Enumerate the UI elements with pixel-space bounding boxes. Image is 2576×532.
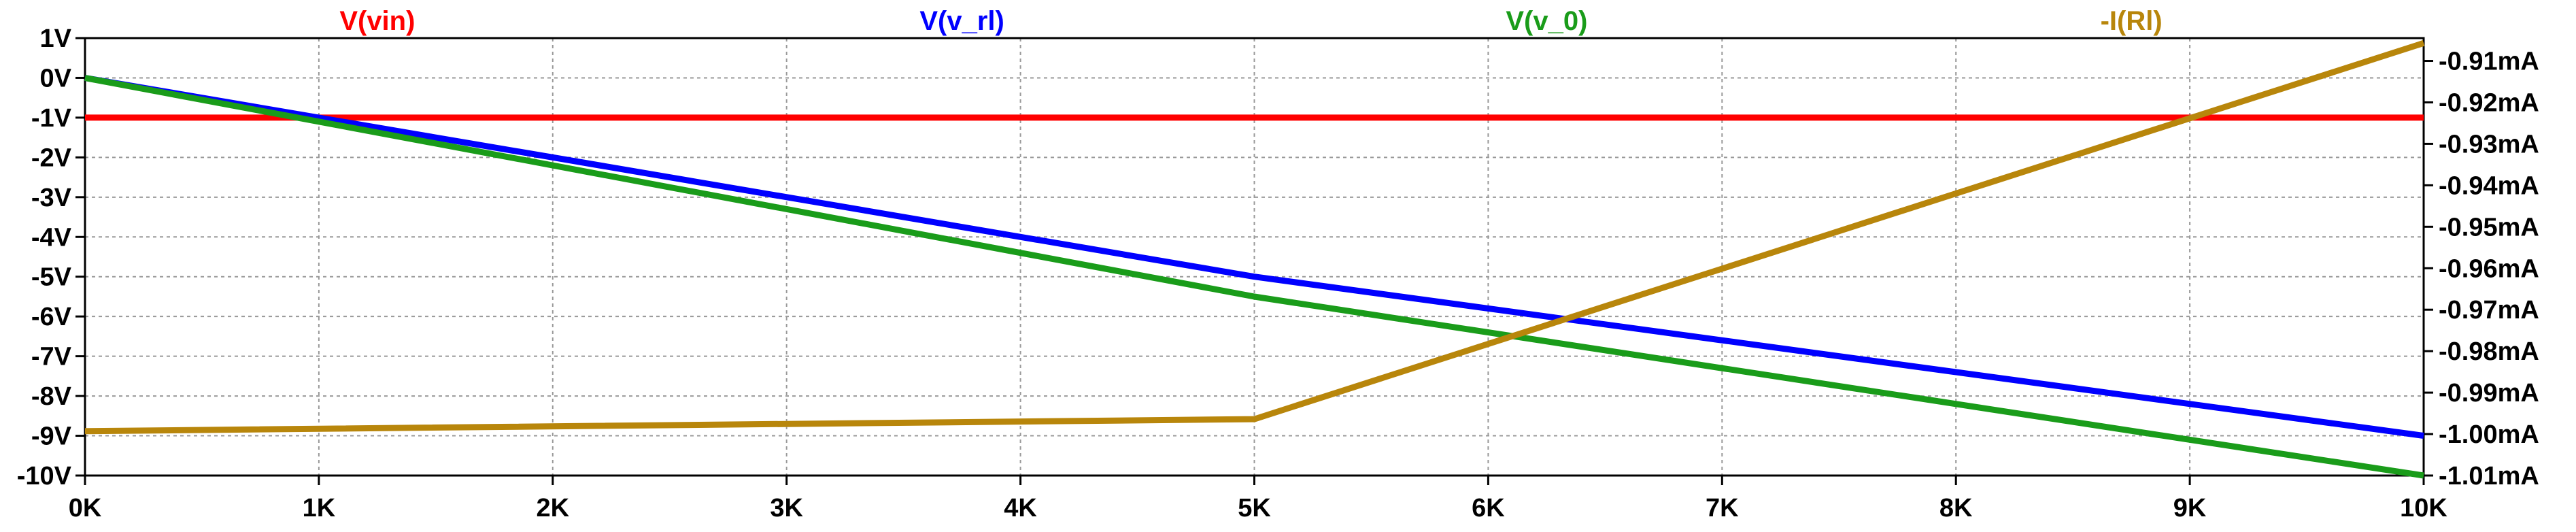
left-y-tick-label: -2V	[31, 144, 72, 172]
series-line-v-v-0	[84, 75, 2424, 479]
x-tick-label: 0K	[69, 494, 102, 522]
right-y-tick-label: -0.93mA	[2439, 130, 2539, 159]
grid-lines	[85, 38, 2424, 476]
left-y-tick-label: -3V	[31, 184, 72, 212]
right-y-tick-label: -0.95mA	[2439, 213, 2539, 242]
x-tick-label: 2K	[537, 494, 570, 522]
series-labels: V(vin) V(v_rl) V(v_0) -I(Rl)	[339, 6, 2162, 36]
left-y-tick-label: -4V	[31, 223, 72, 252]
x-tick-labels: 0K 1K 2K 3K 4K 5K 6K 7K 8K 9K 10K	[69, 494, 2448, 522]
x-tick-label: 1K	[303, 494, 336, 522]
left-y-tick-label: -1V	[31, 104, 72, 133]
series-lines	[84, 40, 2425, 479]
series-label: V(vin)	[339, 6, 415, 36]
left-y-tick-label: 0V	[40, 64, 72, 93]
x-tick-label: 8K	[1939, 494, 1973, 522]
right-y-tick-label: -0.97mA	[2439, 296, 2539, 325]
series-line-i-rl	[84, 40, 2425, 435]
right-y-tick-label: -1.00mA	[2439, 420, 2539, 449]
left-y-tick-label: -5V	[31, 263, 72, 292]
right-y-tick-label: -0.94mA	[2439, 171, 2539, 200]
x-tick-label: 6K	[1472, 494, 1505, 522]
left-y-tick-label: -9V	[31, 422, 72, 451]
left-y-tick-label: -6V	[31, 303, 72, 331]
series-line-v-v-rl	[84, 75, 2424, 439]
left-y-tick-label: -8V	[31, 382, 72, 411]
series-label: V(v_0)	[1506, 6, 1587, 36]
right-y-tick-label: -0.91mA	[2439, 48, 2539, 76]
left-y-tick-labels: 1V 0V -1V -2V -3V -4V -5V -6V -7V -8V -9V -10V	[17, 24, 72, 491]
x-tick-label: 3K	[770, 494, 803, 522]
right-y-tick-label: -0.99mA	[2439, 379, 2539, 408]
tick-marks	[75, 37, 2433, 485]
left-y-tick-label: -10V	[17, 462, 72, 491]
x-tick-label: 10K	[2400, 494, 2447, 522]
x-tick-label: 4K	[1004, 494, 1037, 522]
x-tick-label: 9K	[2173, 494, 2207, 522]
x-tick-label: 5K	[1238, 494, 1271, 522]
series-label: -I(Rl)	[2101, 6, 2163, 36]
right-y-tick-labels: -0.91mA -0.92mA -0.93mA -0.94mA -0.95mA -0.96…	[2439, 48, 2539, 491]
right-y-tick-label: -0.96mA	[2439, 254, 2539, 283]
right-y-tick-label: -1.01mA	[2439, 462, 2539, 491]
series-label: V(v_rl)	[919, 6, 1004, 36]
x-tick-label: 7K	[1706, 494, 1739, 522]
left-y-tick-label: -7V	[31, 343, 72, 371]
left-y-tick-label: 1V	[40, 24, 72, 53]
right-y-tick-label: -0.98mA	[2439, 337, 2539, 366]
right-y-tick-label: -0.92mA	[2439, 88, 2539, 117]
